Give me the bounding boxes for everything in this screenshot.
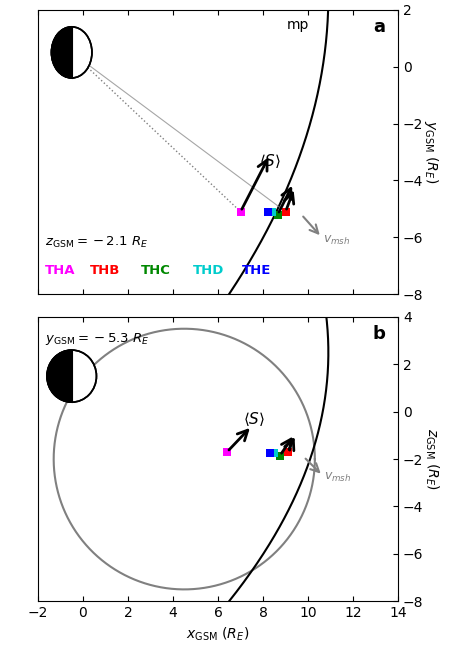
Text: a: a [373,18,385,36]
Text: $y_\mathrm{GSM} = -5.3\ R_E$: $y_\mathrm{GSM} = -5.3\ R_E$ [45,331,150,347]
Y-axis label: $y_\mathrm{GSM}\ (R_E)$: $y_\mathrm{GSM}\ (R_E)$ [422,120,440,183]
Circle shape [47,350,96,402]
Text: $v_{msh}$: $v_{msh}$ [323,234,350,247]
Text: THD: THD [193,264,224,277]
Wedge shape [51,27,72,78]
Wedge shape [47,350,72,402]
X-axis label: $x_\mathrm{GSM}\ (R_E)$: $x_\mathrm{GSM}\ (R_E)$ [186,626,250,643]
Text: $\langle S\rangle$: $\langle S\rangle$ [259,152,281,170]
Y-axis label: $z_\mathrm{GSM}\ (R_E)$: $z_\mathrm{GSM}\ (R_E)$ [423,428,440,490]
Text: mp: mp [286,18,309,32]
Text: b: b [373,326,386,343]
Text: THC: THC [141,264,171,277]
Text: $\langle S\rangle$: $\langle S\rangle$ [243,410,265,428]
Text: $z_\mathrm{GSM} = -2.1\ R_E$: $z_\mathrm{GSM} = -2.1\ R_E$ [45,235,148,250]
Text: THB: THB [90,264,120,277]
Text: THE: THE [241,264,271,277]
Text: THA: THA [45,264,76,277]
Text: $v_{msh}$: $v_{msh}$ [324,471,351,484]
Circle shape [51,27,92,78]
